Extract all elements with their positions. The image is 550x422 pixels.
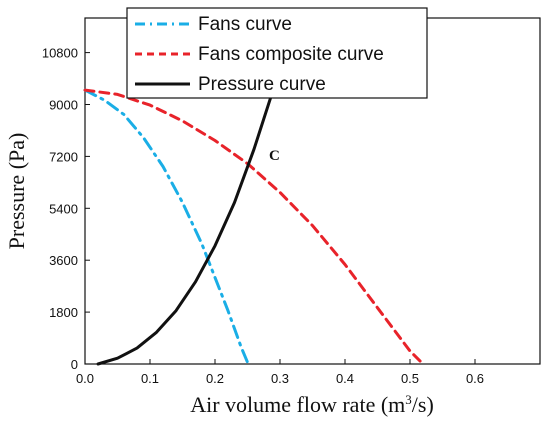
x-tick-label: 0.1 <box>141 371 159 386</box>
x-tick-label: 0.6 <box>466 371 484 386</box>
x-tick-label: 0.0 <box>76 371 94 386</box>
y-axis-ticks: 0 1800 3600 5400 7200 9000 10800 <box>42 46 90 372</box>
x-tick-label: 0.5 <box>401 371 419 386</box>
annotation-layer: C <box>269 148 280 164</box>
y-tick-label: 0 <box>71 357 78 372</box>
y-tick-label: 7200 <box>49 149 78 164</box>
series-line-fans-composite-curve <box>83 88 425 366</box>
x-axis-title: Air volume flow rate (m3/s) <box>190 392 434 417</box>
x-axis-title-main: Air volume flow rate (m <box>190 392 405 417</box>
y-tick-label: 3600 <box>49 253 78 268</box>
x-axis-title-sup: 3 <box>405 392 412 407</box>
x-axis-ticks: 0.0 0.1 0.2 0.3 0.4 0.5 0.6 <box>76 359 484 386</box>
series-line-fans-curve <box>83 88 250 366</box>
y-tick-label: 1800 <box>49 305 78 320</box>
intersection-label: C <box>269 148 280 164</box>
y-tick-label: 9000 <box>49 98 78 113</box>
legend-label-fans-composite-curve: Fans composite curve <box>198 44 384 65</box>
y-tick-label: 10800 <box>42 46 78 61</box>
series-line-pressure-curve <box>96 97 272 366</box>
legend-label-pressure-curve: Pressure curve <box>198 74 326 95</box>
x-tick-label: 0.2 <box>206 371 224 386</box>
y-axis-title: Pressure (Pa) <box>4 133 29 250</box>
x-tick-label: 0.3 <box>271 371 289 386</box>
legend-label-fans-curve: Fans curve <box>198 14 292 35</box>
y-tick-label: 5400 <box>49 201 78 216</box>
x-tick-label: 0.4 <box>336 371 354 386</box>
series-layer <box>83 88 425 366</box>
x-axis-title-tail: /s) <box>412 392 434 417</box>
